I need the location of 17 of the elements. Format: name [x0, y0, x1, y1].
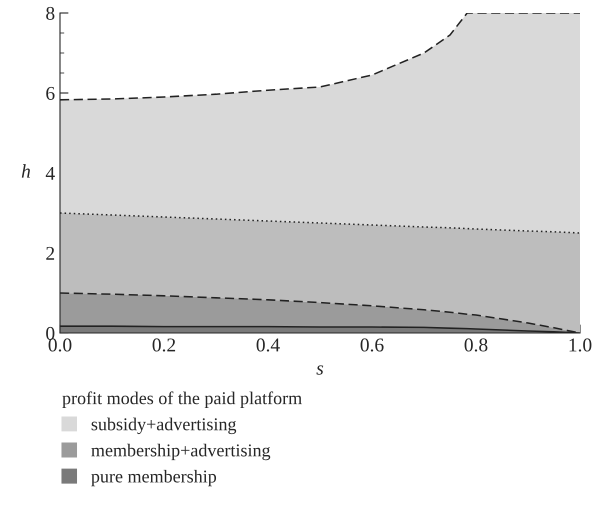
legend-label: membership+advertising: [91, 444, 270, 460]
y-tick-label: 4: [46, 166, 55, 180]
y-tick-label: 8: [46, 6, 54, 20]
y-tick-label: 2: [46, 246, 54, 260]
x-tick-label: 1.0: [570, 338, 592, 352]
legend-label: subsidy+advertising: [92, 418, 236, 434]
x-tick-label: 0.4: [256, 338, 280, 352]
x-tick-label: 0.2: [152, 338, 176, 352]
x-tick-label: 0.6: [360, 338, 384, 352]
legend-label: pure membership: [91, 470, 216, 486]
x-tick-label: 0.0: [48, 338, 72, 352]
x-tick-label: 0.8: [464, 338, 488, 352]
legend-title: profit modes of the paid platform: [62, 391, 302, 408]
y-axis-title: h: [22, 164, 30, 178]
x-axis-title: s: [316, 365, 324, 375]
y-tick-label: 6: [46, 86, 55, 100]
y-tick-label: 0: [46, 326, 54, 340]
